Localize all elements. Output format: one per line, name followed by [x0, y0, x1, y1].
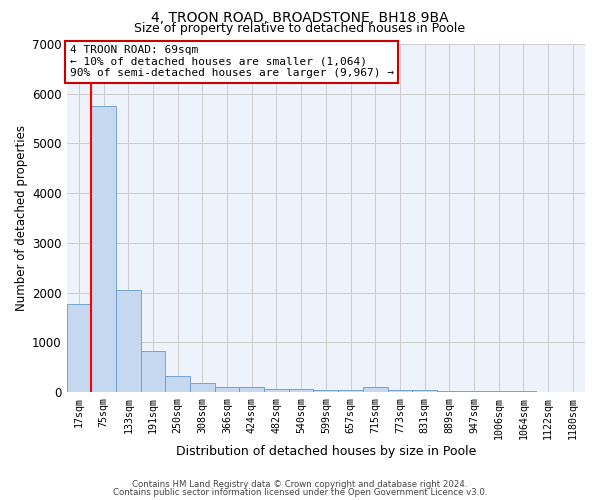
Bar: [338, 390, 363, 392]
Bar: [116, 290, 141, 392]
Text: Size of property relative to detached houses in Poole: Size of property relative to detached ho…: [134, 22, 466, 35]
Bar: [215, 387, 239, 392]
Text: Contains HM Land Registry data © Crown copyright and database right 2024.: Contains HM Land Registry data © Crown c…: [132, 480, 468, 489]
Bar: [67, 304, 91, 392]
Bar: [239, 388, 264, 392]
Bar: [363, 387, 388, 392]
Bar: [166, 376, 190, 392]
Bar: [264, 389, 289, 392]
Y-axis label: Number of detached properties: Number of detached properties: [15, 125, 28, 311]
Text: Contains public sector information licensed under the Open Government Licence v3: Contains public sector information licen…: [113, 488, 487, 497]
X-axis label: Distribution of detached houses by size in Poole: Distribution of detached houses by size …: [176, 444, 476, 458]
Bar: [412, 390, 437, 392]
Bar: [313, 390, 338, 392]
Bar: [486, 391, 511, 392]
Bar: [289, 390, 313, 392]
Bar: [141, 351, 166, 392]
Bar: [461, 391, 486, 392]
Bar: [437, 390, 461, 392]
Bar: [388, 390, 412, 392]
Text: 4, TROON ROAD, BROADSTONE, BH18 9BA: 4, TROON ROAD, BROADSTONE, BH18 9BA: [151, 11, 449, 25]
Bar: [91, 106, 116, 392]
Text: 4 TROON ROAD: 69sqm
← 10% of detached houses are smaller (1,064)
90% of semi-det: 4 TROON ROAD: 69sqm ← 10% of detached ho…: [70, 45, 394, 78]
Bar: [190, 383, 215, 392]
